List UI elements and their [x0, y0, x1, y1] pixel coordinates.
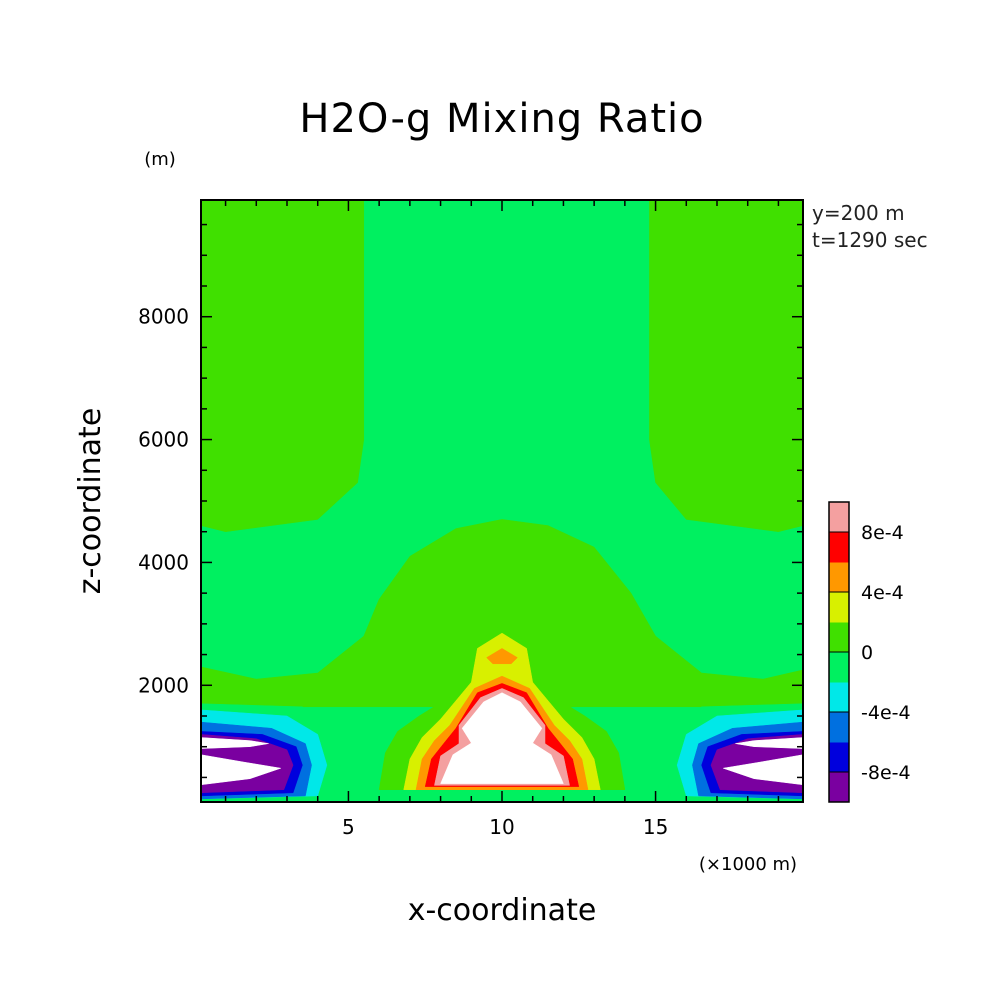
x-unit-label: (×1000 m) — [699, 854, 797, 875]
colorbar-tick-label: -4e-4 — [861, 702, 911, 724]
y-tick-label: 2000 — [138, 673, 189, 697]
y-unit-label: (m) — [144, 149, 176, 170]
x-tick-label: 10 — [489, 815, 514, 839]
contour-region-8 — [201, 737, 269, 749]
contour-region-9 — [201, 754, 282, 786]
contour-region-16 — [722, 754, 803, 786]
colorbar-swatch — [829, 592, 849, 623]
contour-region-1 — [649, 200, 803, 532]
colorbar-swatch — [829, 652, 849, 683]
colorbar-tick-label: 0 — [861, 642, 873, 664]
contour-region-20 — [486, 648, 518, 665]
annotation-t: t=1290 sec — [812, 228, 928, 252]
y-axis-label: z-coordinate — [73, 408, 108, 595]
colorbar: -8e-4 -4e-4 0 4e-4 8e-4 — [828, 501, 911, 803]
x-axis-label: x-coordinate — [408, 893, 597, 928]
x-tick-label: 5 — [342, 815, 355, 839]
x-tick-label: 15 — [643, 815, 668, 839]
colorbar-tick-label: 8e-4 — [861, 522, 904, 544]
colorbar-swatch — [829, 712, 849, 743]
colorbar-tick-label: -8e-4 — [861, 762, 911, 784]
chart-title: H2O-g Mixing Ratio — [299, 96, 704, 142]
colorbar-swatch — [829, 742, 849, 773]
colorbar-swatch — [829, 622, 849, 653]
colorbar-swatch — [829, 682, 849, 713]
axes: 5 10 15 2000 4000 6000 8000 — [138, 200, 803, 839]
contour-region-23 — [440, 692, 564, 784]
contour-region-0 — [201, 200, 365, 532]
y-tick-label: 8000 — [138, 305, 189, 329]
plot-area — [201, 200, 803, 802]
y-tick-label: 6000 — [138, 428, 189, 452]
colorbar-swatch — [829, 772, 849, 803]
colorbar-swatch — [829, 502, 849, 533]
contour-region-2 — [201, 519, 803, 708]
contour-fills — [201, 200, 803, 800]
colorbar-tick-label: 4e-4 — [861, 582, 904, 604]
contour-region-15 — [735, 737, 803, 749]
y-tick-label: 4000 — [138, 550, 189, 574]
colorbar-swatch — [829, 562, 849, 593]
colorbar-swatch — [829, 532, 849, 563]
annotation-y: y=200 m — [812, 201, 905, 225]
